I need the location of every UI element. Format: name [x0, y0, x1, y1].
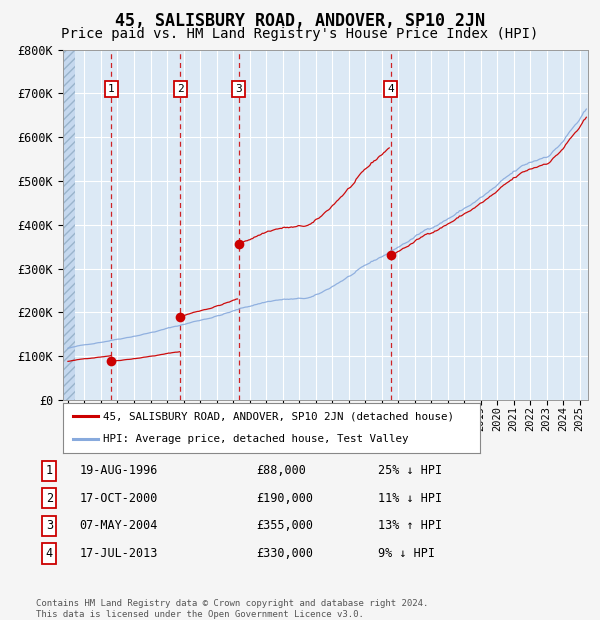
- Text: 19-AUG-1996: 19-AUG-1996: [80, 464, 158, 477]
- Text: 4: 4: [387, 84, 394, 94]
- Text: 3: 3: [235, 84, 242, 94]
- Bar: [63, 50, 75, 400]
- Text: 2: 2: [46, 492, 53, 505]
- Text: 3: 3: [46, 520, 53, 533]
- Text: Price paid vs. HM Land Registry's House Price Index (HPI): Price paid vs. HM Land Registry's House …: [61, 27, 539, 42]
- Text: 17-JUL-2013: 17-JUL-2013: [80, 547, 158, 560]
- Text: 17-OCT-2000: 17-OCT-2000: [80, 492, 158, 505]
- Text: £88,000: £88,000: [256, 464, 306, 477]
- Text: 45, SALISBURY ROAD, ANDOVER, SP10 2JN (detached house): 45, SALISBURY ROAD, ANDOVER, SP10 2JN (d…: [103, 412, 454, 422]
- Text: 07-MAY-2004: 07-MAY-2004: [80, 520, 158, 533]
- Text: £330,000: £330,000: [256, 547, 313, 560]
- Text: Contains HM Land Registry data © Crown copyright and database right 2024.
This d: Contains HM Land Registry data © Crown c…: [36, 600, 428, 619]
- Text: £355,000: £355,000: [256, 520, 313, 533]
- Text: 25% ↓ HPI: 25% ↓ HPI: [378, 464, 442, 477]
- Text: £190,000: £190,000: [256, 492, 313, 505]
- Text: 1: 1: [108, 84, 115, 94]
- Text: 11% ↓ HPI: 11% ↓ HPI: [378, 492, 442, 505]
- Text: 45, SALISBURY ROAD, ANDOVER, SP10 2JN: 45, SALISBURY ROAD, ANDOVER, SP10 2JN: [115, 12, 485, 30]
- Text: 4: 4: [46, 547, 53, 560]
- Text: 2: 2: [177, 84, 184, 94]
- Text: 13% ↑ HPI: 13% ↑ HPI: [378, 520, 442, 533]
- Text: 1: 1: [46, 464, 53, 477]
- Text: HPI: Average price, detached house, Test Valley: HPI: Average price, detached house, Test…: [103, 434, 408, 444]
- Text: 9% ↓ HPI: 9% ↓ HPI: [378, 547, 435, 560]
